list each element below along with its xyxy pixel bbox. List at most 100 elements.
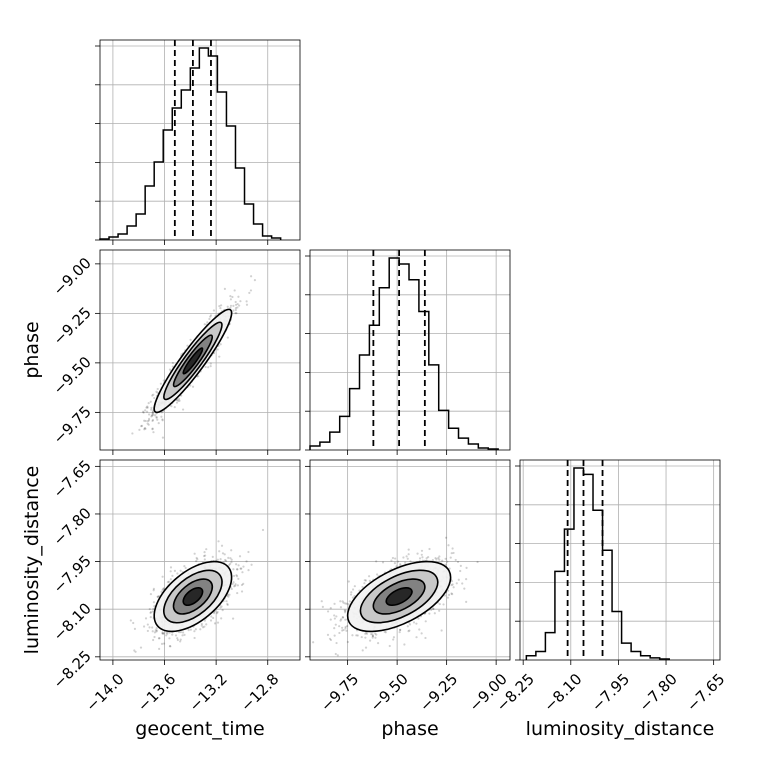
x-tick-label: −13.2 <box>186 670 231 715</box>
scatter-point <box>381 561 385 564</box>
contour-line <box>359 569 439 624</box>
scatter-point <box>461 582 464 585</box>
y-tick-label: −7.95 <box>50 552 95 597</box>
scatter-point <box>133 627 137 630</box>
scatter-point <box>151 626 154 629</box>
contour-line <box>182 586 204 607</box>
histogram-panel-geocent_time <box>95 39 301 245</box>
histogram-panel-phase <box>305 249 511 455</box>
scatter-point <box>236 306 239 309</box>
scatter-point <box>216 348 219 351</box>
scatter-point <box>338 631 341 635</box>
scatter-point <box>245 560 248 563</box>
scatter-point <box>394 557 397 560</box>
scatter-point <box>437 557 440 560</box>
scatter-point <box>349 593 353 596</box>
scatter-point <box>333 627 336 630</box>
scatter-point <box>416 552 419 555</box>
grid-lines <box>310 250 510 450</box>
scatter-point <box>151 412 154 415</box>
scatter-point <box>425 557 428 560</box>
scatter-point <box>398 631 401 634</box>
scatter-point <box>152 589 155 592</box>
scatter-point <box>250 563 253 566</box>
scatter-point <box>233 585 236 588</box>
scatter-point <box>226 336 229 339</box>
scatter-point <box>229 306 232 309</box>
scatter-point <box>151 630 154 633</box>
scatter-point <box>353 585 356 588</box>
scatter-point <box>143 428 146 431</box>
scatter-point <box>220 605 223 608</box>
scatter-point <box>165 634 168 637</box>
scatter-point <box>176 572 179 575</box>
scatter-point <box>143 427 146 430</box>
scatter-point <box>144 419 147 423</box>
scatter-point <box>168 644 172 648</box>
scatter-point <box>224 559 228 562</box>
scatter-point <box>245 303 249 306</box>
scatter-point <box>148 413 151 416</box>
scatter-point <box>407 553 410 556</box>
scatter-point <box>371 633 374 636</box>
scatter-point <box>403 643 406 646</box>
scatter-point <box>133 649 136 652</box>
scatter-point <box>465 566 468 569</box>
scatter-point <box>171 574 174 577</box>
scatter-point <box>351 596 355 599</box>
scatter-point <box>234 583 237 586</box>
scatter-point <box>234 300 237 304</box>
scatter-point <box>169 645 172 648</box>
scatter-point <box>249 289 253 292</box>
scatter-point <box>364 636 367 639</box>
scatter-point <box>203 625 206 628</box>
scatter-point <box>196 558 199 561</box>
scatter-point <box>223 553 226 556</box>
scatter-point <box>438 558 441 561</box>
scatter-point <box>356 634 359 637</box>
scatter-point <box>396 560 400 563</box>
scatter-point <box>230 558 233 561</box>
scatter-point <box>220 544 224 547</box>
histogram-geocent_time <box>99 47 282 240</box>
scatter-point <box>144 427 147 430</box>
scatter-point <box>326 610 330 613</box>
scatter-point <box>344 602 347 605</box>
scatter-point <box>344 618 347 621</box>
x-tick-label: −8.10 <box>540 670 585 715</box>
scatter-point <box>447 593 451 597</box>
scatter-point <box>341 600 344 603</box>
scatter-point <box>205 548 208 551</box>
scatter-point <box>431 558 434 562</box>
scatter-point <box>402 556 405 559</box>
scatter-point <box>179 638 182 641</box>
scatter-point <box>179 631 183 634</box>
scatter-point <box>161 631 164 634</box>
scatter-point <box>161 575 164 578</box>
scatter-point <box>231 617 235 620</box>
scatter-point <box>207 366 210 369</box>
scatter-point <box>454 558 457 562</box>
scatter-point <box>344 627 347 630</box>
scatter-point <box>364 632 367 635</box>
panel-frame <box>99 249 301 451</box>
grid-lines <box>520 460 720 660</box>
scatter-point <box>345 629 348 632</box>
scatter-point <box>210 615 213 618</box>
scatter-point <box>155 416 158 419</box>
scatter-point <box>343 609 346 612</box>
scatter-point <box>347 580 350 583</box>
y-tick-label: −7.80 <box>50 504 95 549</box>
scatter-point <box>227 564 231 567</box>
scatter-point <box>363 579 366 582</box>
scatter-point <box>346 640 349 644</box>
contour-line <box>172 334 214 388</box>
scatter-point <box>242 582 245 585</box>
panel-frame <box>309 249 511 451</box>
scatter-point <box>230 561 233 564</box>
scatter-point <box>162 587 165 591</box>
scatter-point <box>444 536 448 539</box>
x-axis-label-luminosity_distance: luminosity_distance <box>526 718 715 740</box>
scatter-point <box>171 361 174 365</box>
scatter-point <box>187 629 190 632</box>
